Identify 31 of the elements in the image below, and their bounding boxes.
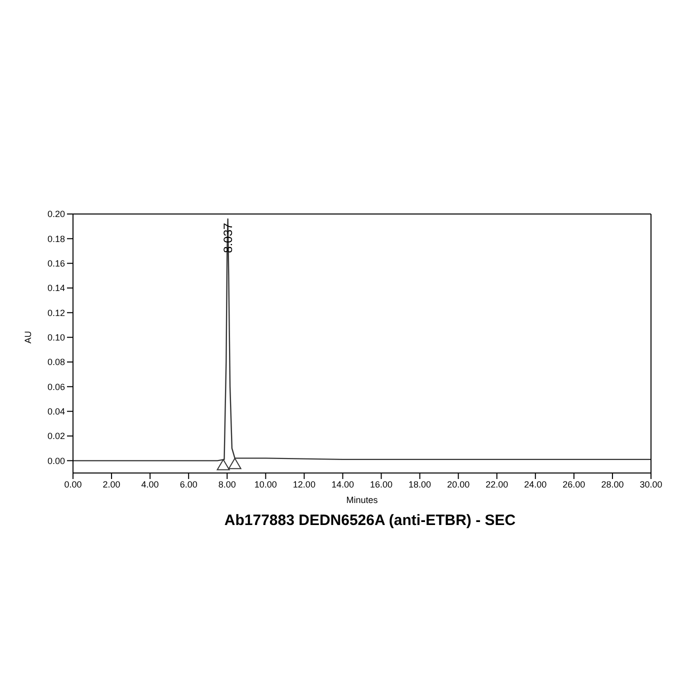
x-tick-label: 8.00 (218, 479, 236, 490)
x-tick-label: 0.00 (64, 479, 82, 490)
x-tick-label: 4.00 (141, 479, 159, 490)
y-tick-label: 0.00 (47, 456, 65, 466)
x-tick-label: 10.00 (254, 479, 277, 490)
x-tick-label: 20.00 (447, 479, 470, 490)
y-tick-label: 0.18 (47, 234, 65, 244)
y-tick-label: 0.06 (47, 382, 65, 392)
text: Ab177883 DEDN6526A (anti-ETBR) - SEC (223, 512, 517, 529)
x-tick-label: 28.00 (601, 479, 624, 490)
x-tick-label: 18.00 (408, 479, 432, 490)
x-tick-label: 30.00 (640, 479, 662, 490)
y-tick-label: 0.10 (47, 332, 65, 343)
x-axis-title: Minutes (346, 495, 378, 505)
x-tick-label: 26.00 (562, 479, 586, 490)
y-tick-label: 0.14 (47, 283, 65, 294)
y-tick-label: 0.20 (47, 209, 65, 220)
y-axis-title: AU (23, 330, 34, 344)
y-tick-label: 0.08 (47, 357, 65, 368)
y-tick-label: 0.12 (47, 308, 65, 318)
y-tick-label: 0.02 (47, 431, 65, 442)
x-tick-label: 2.00 (102, 479, 120, 490)
y-tick-label: 0.16 (47, 258, 65, 269)
y-tick-label: 0.04 (47, 406, 65, 417)
x-tick-label: 12.00 (292, 479, 316, 490)
annotation: 8.037 (220, 222, 235, 253)
x-tick-label: 6.00 (180, 479, 198, 490)
x-tick-label: 14.00 (331, 479, 354, 490)
x-tick-label: 16.00 (370, 479, 393, 490)
x-tick-label: 24.00 (524, 479, 547, 490)
x-tick-label: 22.00 (486, 479, 508, 490)
